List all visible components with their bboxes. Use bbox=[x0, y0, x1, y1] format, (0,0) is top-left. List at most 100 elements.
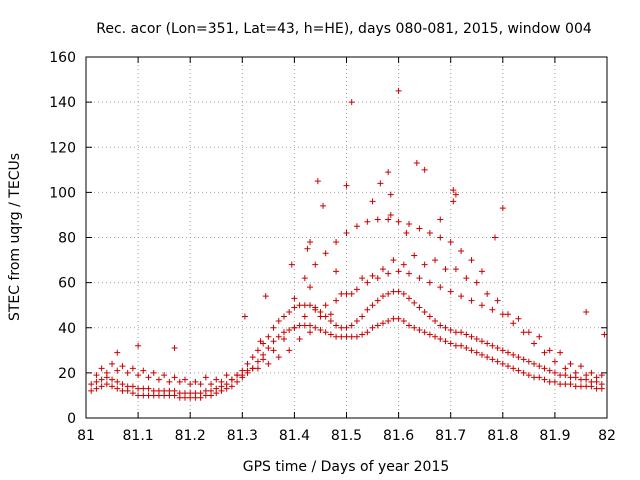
data-point bbox=[452, 329, 459, 336]
data-point bbox=[377, 180, 384, 187]
data-point bbox=[338, 333, 345, 340]
data-point bbox=[114, 378, 121, 385]
y-tick-label: 0 bbox=[67, 411, 76, 427]
data-point bbox=[536, 333, 543, 340]
data-point bbox=[491, 234, 498, 241]
data-point bbox=[275, 354, 282, 361]
data-point bbox=[437, 336, 444, 343]
y-tick-label: 20 bbox=[58, 366, 76, 382]
data-point bbox=[505, 349, 512, 356]
data-point bbox=[546, 347, 553, 354]
data-point bbox=[286, 308, 293, 315]
data-point bbox=[197, 390, 204, 397]
data-point bbox=[202, 374, 209, 381]
data-point bbox=[374, 275, 381, 282]
data-point bbox=[406, 322, 413, 329]
data-point bbox=[129, 390, 136, 397]
data-point bbox=[567, 360, 574, 367]
data-point bbox=[129, 365, 136, 372]
y-tick-label: 60 bbox=[58, 276, 76, 292]
data-point bbox=[171, 345, 178, 352]
x-tick-label: 81.8 bbox=[487, 428, 518, 444]
data-point bbox=[437, 234, 444, 241]
data-point bbox=[307, 329, 314, 336]
data-point bbox=[484, 290, 491, 297]
data-point bbox=[390, 288, 397, 295]
data-point bbox=[343, 229, 350, 236]
data-point bbox=[333, 239, 340, 246]
data-point bbox=[468, 297, 475, 304]
data-point bbox=[197, 381, 204, 388]
data-point bbox=[317, 313, 324, 320]
data-point bbox=[531, 360, 538, 367]
data-point bbox=[166, 378, 173, 385]
data-point bbox=[124, 383, 131, 390]
y-tick-label: 80 bbox=[58, 231, 76, 247]
data-point bbox=[520, 369, 527, 376]
data-point bbox=[348, 333, 355, 340]
data-point bbox=[312, 324, 319, 331]
data-point bbox=[385, 270, 392, 277]
data-point bbox=[314, 178, 321, 185]
data-point bbox=[239, 372, 246, 379]
data-point bbox=[307, 239, 314, 246]
data-point bbox=[468, 333, 475, 340]
data-point bbox=[369, 198, 376, 205]
grid-lines bbox=[86, 57, 607, 418]
data-point bbox=[270, 338, 277, 345]
data-point bbox=[432, 317, 439, 324]
data-point bbox=[145, 374, 152, 381]
data-point bbox=[551, 378, 558, 385]
data-point bbox=[114, 385, 121, 392]
data-point bbox=[171, 374, 178, 381]
data-point bbox=[359, 275, 366, 282]
data-point bbox=[437, 216, 444, 223]
data-point bbox=[135, 342, 142, 349]
data-point bbox=[395, 288, 402, 295]
data-point bbox=[406, 270, 413, 277]
data-point bbox=[322, 302, 329, 309]
data-point bbox=[333, 268, 340, 275]
data-point bbox=[103, 381, 110, 388]
data-point bbox=[411, 324, 418, 331]
data-point bbox=[593, 374, 600, 381]
data-point bbox=[301, 313, 308, 320]
data-point bbox=[270, 347, 277, 354]
data-point bbox=[181, 390, 188, 397]
data-point bbox=[567, 381, 574, 388]
data-point bbox=[400, 261, 407, 268]
data-point bbox=[353, 317, 360, 324]
data-point bbox=[114, 367, 121, 374]
x-tick-label: 81.9 bbox=[539, 428, 570, 444]
data-point bbox=[400, 317, 407, 324]
data-point bbox=[114, 349, 121, 356]
data-point bbox=[369, 302, 376, 309]
data-point bbox=[421, 166, 428, 173]
data-point bbox=[447, 288, 454, 295]
data-point bbox=[411, 299, 418, 306]
data-point bbox=[531, 340, 538, 347]
data-point bbox=[254, 347, 261, 354]
data-point bbox=[320, 202, 327, 209]
data-point bbox=[515, 315, 522, 322]
data-point bbox=[387, 211, 394, 218]
data-point bbox=[416, 304, 423, 311]
x-tick-label: 81 bbox=[77, 428, 95, 444]
data-point bbox=[98, 383, 105, 390]
data-point bbox=[572, 383, 579, 390]
data-point bbox=[213, 385, 220, 392]
data-point bbox=[551, 358, 558, 365]
data-point bbox=[450, 198, 457, 205]
data-point bbox=[426, 279, 433, 286]
data-point bbox=[505, 311, 512, 318]
data-point bbox=[343, 290, 350, 297]
data-point bbox=[468, 257, 475, 264]
data-point bbox=[265, 333, 272, 340]
data-point bbox=[244, 367, 251, 374]
x-tick-label: 81.1 bbox=[123, 428, 154, 444]
data-point bbox=[442, 338, 449, 345]
x-axis-tick-labels: 81 81.1 81.2 81.3 81.4 81.5 81.6 81.7 81.8 81.9 82 bbox=[77, 428, 616, 444]
data-point bbox=[280, 313, 287, 320]
data-point bbox=[140, 367, 147, 374]
data-point bbox=[119, 387, 126, 394]
